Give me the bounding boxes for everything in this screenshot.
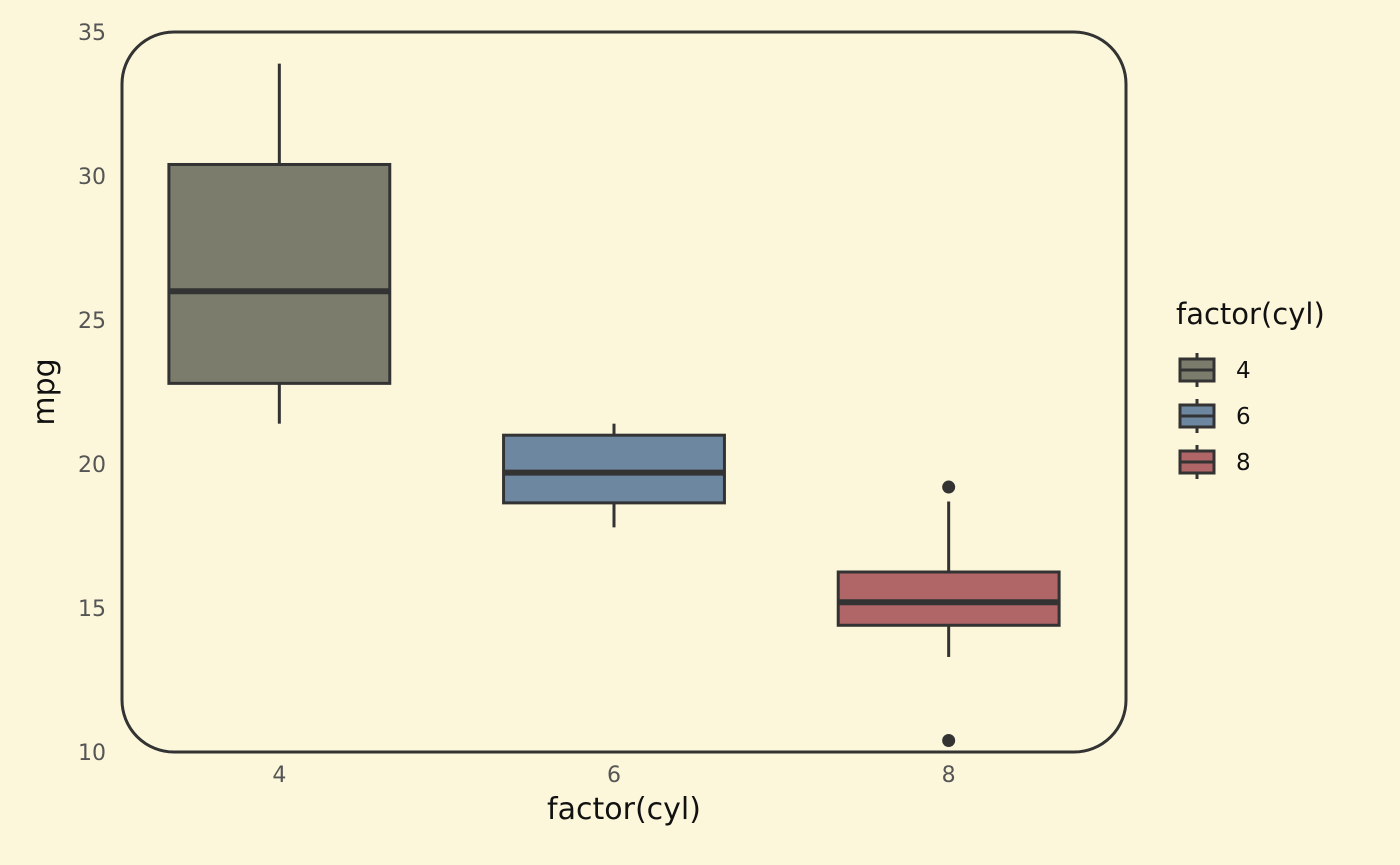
outlier-point xyxy=(942,733,956,747)
legend-item-4: 4 xyxy=(1178,353,1251,387)
box-group-4 xyxy=(167,63,392,424)
y-tick-label: 25 xyxy=(78,309,106,334)
legend-item-6: 6 xyxy=(1178,399,1251,433)
x-tick-label: 6 xyxy=(607,763,621,788)
y-tick-label: 20 xyxy=(78,453,106,478)
x-axis-ticks: 4 6 8 xyxy=(272,763,955,788)
y-tick-label: 30 xyxy=(78,165,106,190)
y-tick-label: 15 xyxy=(78,597,106,622)
box-series xyxy=(167,63,1061,747)
legend: factor(cyl) 4 6 8 xyxy=(1176,297,1325,479)
legend-label: 6 xyxy=(1236,404,1251,430)
y-axis-title: mpg xyxy=(27,358,62,425)
y-tick-label: 10 xyxy=(78,741,106,766)
x-axis-title: factor(cyl) xyxy=(547,792,701,827)
legend-label: 8 xyxy=(1236,450,1251,476)
y-axis-ticks: 10 15 20 25 30 35 xyxy=(78,21,106,766)
legend-item-8: 8 xyxy=(1178,445,1251,479)
x-tick-label: 8 xyxy=(942,763,956,788)
legend-title: factor(cyl) xyxy=(1176,297,1325,331)
outlier-point xyxy=(942,480,956,494)
box-group-6 xyxy=(502,423,726,528)
box xyxy=(836,570,1061,627)
x-tick-label: 4 xyxy=(272,763,286,788)
panel-border xyxy=(120,30,1128,754)
y-tick-label: 35 xyxy=(78,21,106,46)
box-group-8 xyxy=(836,480,1061,747)
box xyxy=(502,433,726,505)
legend-label: 4 xyxy=(1236,358,1251,384)
box xyxy=(167,162,392,385)
